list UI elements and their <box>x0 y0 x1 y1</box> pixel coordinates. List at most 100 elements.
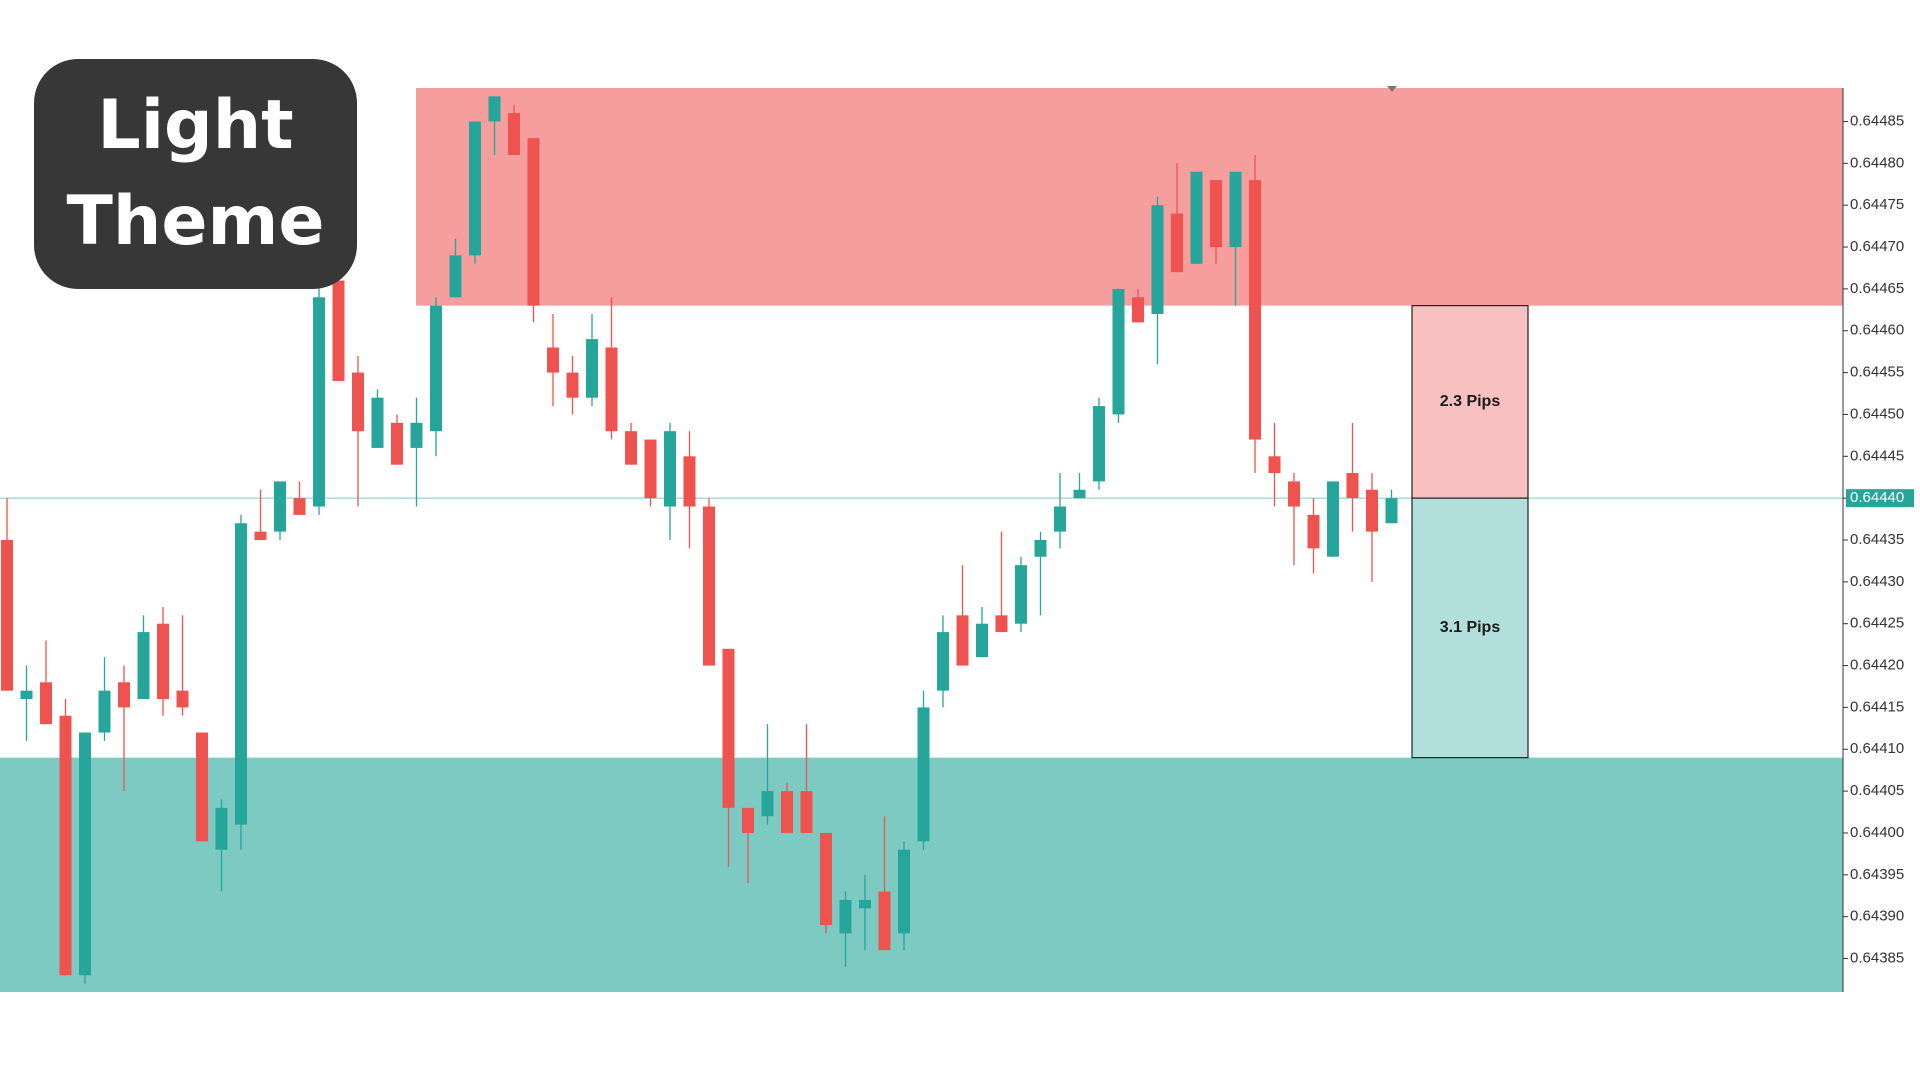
candle-body <box>839 899 852 934</box>
candle-body <box>371 397 384 448</box>
measure-label: 3.1 Pips <box>1440 619 1501 636</box>
y-tick-label: 0.64465 <box>1850 280 1904 297</box>
candle-body <box>235 523 247 825</box>
candle-body <box>430 305 442 432</box>
candle-body <box>1054 506 1066 532</box>
y-tick-label: 0.64385 <box>1850 949 1904 966</box>
y-tick-label: 0.64485 <box>1850 112 1904 129</box>
candle-body <box>469 121 481 256</box>
candle-body <box>1132 297 1144 323</box>
candle-body <box>1 540 13 691</box>
candle-body <box>1112 288 1125 415</box>
candle-body <box>332 280 345 381</box>
candle-body <box>1249 180 1261 440</box>
measure-box <box>1411 497 1529 759</box>
candle-body <box>1190 171 1203 264</box>
y-tick-label: 0.64460 <box>1850 322 1904 339</box>
candle-body <box>410 422 423 448</box>
candle-body <box>254 531 267 540</box>
candle-body <box>664 431 676 507</box>
candle-body <box>1073 489 1086 499</box>
candle-body <box>196 732 208 842</box>
candle-body <box>40 682 52 725</box>
y-tick-label: 0.64450 <box>1850 405 1904 422</box>
y-tick-label: 0.64470 <box>1850 238 1904 255</box>
candle-body <box>820 832 832 926</box>
y-tick-label: 0.64415 <box>1850 698 1904 715</box>
axis-mask <box>1843 0 1920 1080</box>
y-tick-label: 0.64455 <box>1850 364 1904 381</box>
candle-body <box>1229 171 1242 248</box>
y-tick-label: 0.64400 <box>1850 824 1904 841</box>
y-tick-label: 0.64480 <box>1850 154 1904 171</box>
scroll-marker <box>1387 86 1397 92</box>
candle-body <box>859 899 871 909</box>
candle-body <box>1327 481 1339 557</box>
y-tick-label: 0.64475 <box>1850 196 1904 213</box>
candle-body <box>449 255 462 298</box>
candle-body <box>605 347 618 432</box>
theme-badge: Light Theme <box>34 59 357 289</box>
candle-body <box>527 138 540 306</box>
current-price-label: 0.64440 <box>1850 489 1904 506</box>
candle-body <box>683 456 696 507</box>
candle-body <box>761 791 774 817</box>
candle-body <box>293 498 306 515</box>
candle-body <box>59 715 72 976</box>
candle-body <box>118 682 130 708</box>
candle-body <box>98 690 111 733</box>
candle-body <box>644 439 657 499</box>
y-tick-label: 0.64445 <box>1850 447 1904 464</box>
candle-body <box>20 690 33 700</box>
candle-body <box>1151 205 1164 314</box>
candle-body <box>157 623 169 700</box>
zone <box>416 88 1843 306</box>
candle-body <box>586 339 598 398</box>
candle-body <box>488 96 501 122</box>
candle-body <box>566 372 579 398</box>
candle-body <box>722 648 735 808</box>
y-tick-label: 0.64420 <box>1850 657 1904 674</box>
y-tick-label: 0.64435 <box>1850 531 1904 548</box>
candle-body <box>352 372 364 432</box>
candle-body <box>176 690 189 708</box>
candle-body <box>781 791 793 833</box>
candle-body <box>1366 489 1378 532</box>
candle-body <box>995 615 1008 633</box>
candle-body <box>1034 540 1047 557</box>
candle-body <box>703 506 715 666</box>
candle-body <box>508 113 520 155</box>
candle-body <box>215 807 228 850</box>
badge-text: Light Theme <box>66 86 325 261</box>
candle-body <box>547 347 559 373</box>
y-tick-label: 0.64410 <box>1850 740 1904 757</box>
candle-body <box>1093 406 1105 482</box>
candle-body <box>1385 498 1398 524</box>
y-tick-label: 0.64425 <box>1850 615 1904 632</box>
candle-body <box>1268 456 1281 474</box>
candle-body <box>1288 481 1300 507</box>
current-price-tag <box>1846 489 1914 508</box>
candle-body <box>625 431 637 465</box>
candle-body <box>917 707 930 842</box>
candle-body <box>391 422 403 465</box>
candle-body <box>800 791 813 833</box>
y-tick-label: 0.64405 <box>1850 782 1904 799</box>
candle-body <box>956 615 969 666</box>
y-tick-label: 0.64430 <box>1850 573 1904 590</box>
measure-label: 2.3 Pips <box>1440 393 1501 410</box>
candle-body <box>742 807 754 833</box>
candle-body <box>313 297 325 507</box>
candle-body <box>1346 473 1359 499</box>
measure-box <box>1411 305 1529 499</box>
candle-body <box>878 891 891 951</box>
y-tick-label: 0.64390 <box>1850 908 1904 925</box>
candle-body <box>1307 514 1320 549</box>
candle-body <box>274 481 286 532</box>
candle-body <box>937 632 949 691</box>
candle-body <box>137 632 150 700</box>
candle-body <box>1171 213 1183 273</box>
candle-body <box>898 849 910 934</box>
